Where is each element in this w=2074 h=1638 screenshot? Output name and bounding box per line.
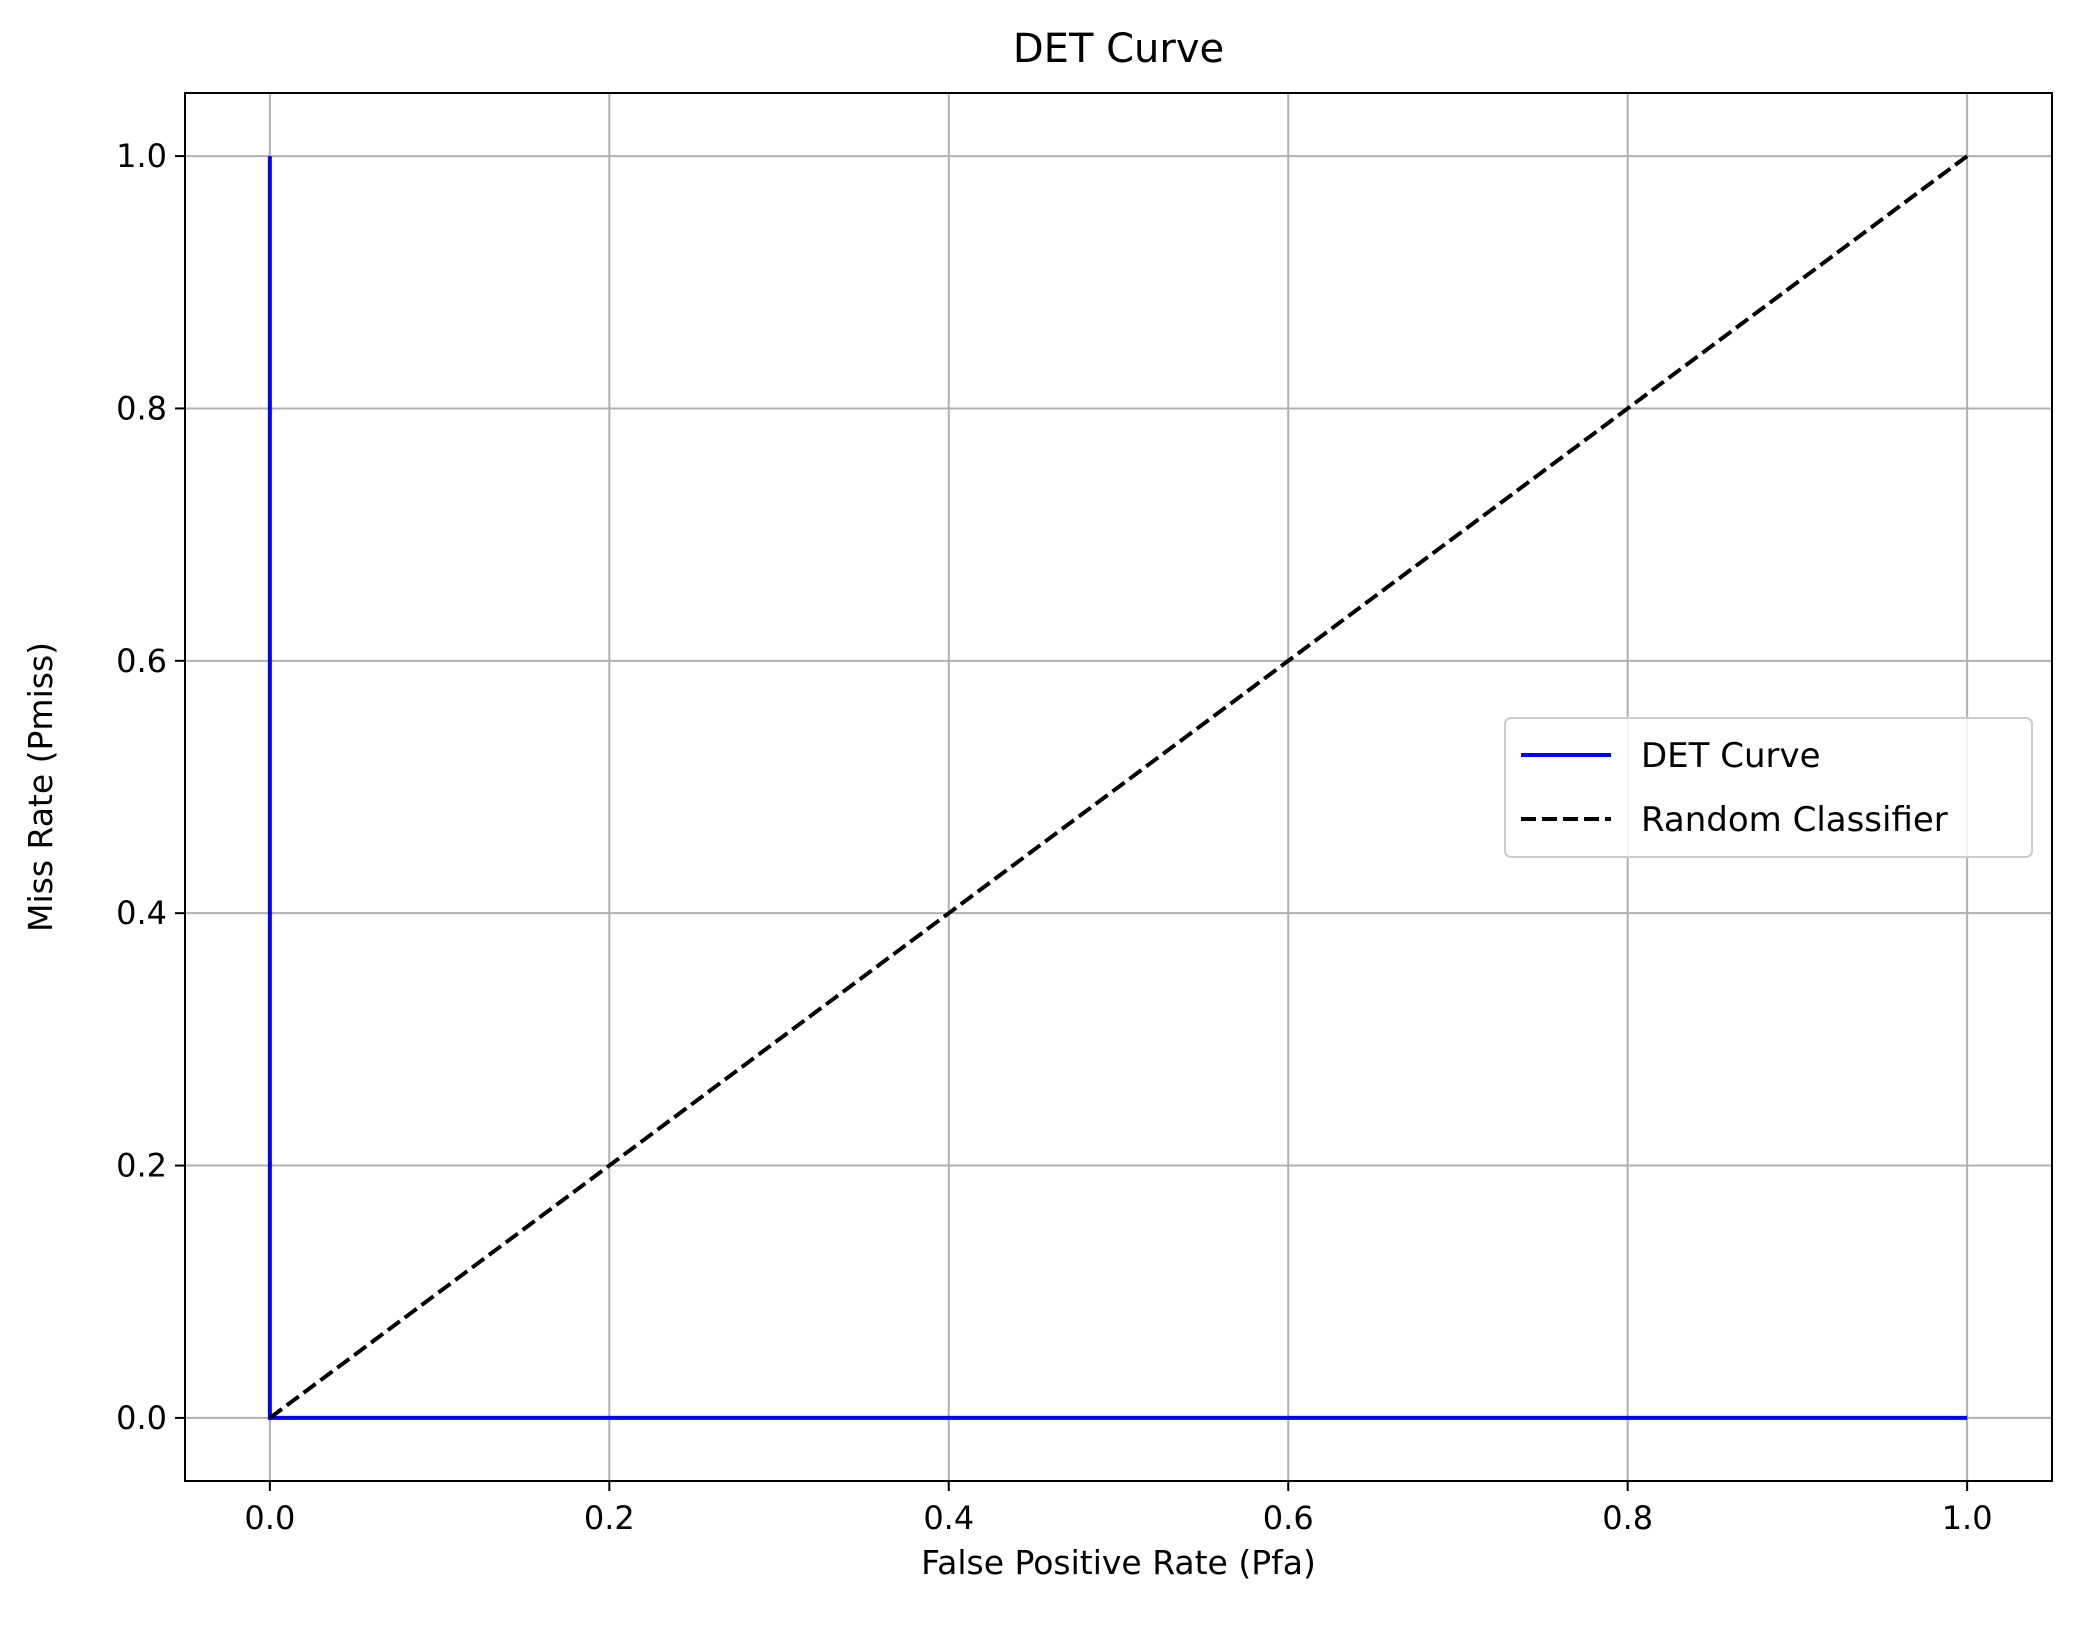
x-tick-label: 0.0 xyxy=(244,1499,295,1537)
y-tick-label: 0.0 xyxy=(116,1399,167,1437)
legend-box xyxy=(1504,717,2033,858)
x-axis-ticks: 0.0 0.2 0.4 0.6 0.8 1.0 xyxy=(244,1481,1993,1537)
series-layer xyxy=(267,154,1969,1420)
legend: DET Curve Random Classifier xyxy=(1504,717,2033,858)
y-tick-label: 0.8 xyxy=(116,389,167,427)
y-axis-ticks: 0.0 0.2 0.4 0.6 0.8 1.0 xyxy=(116,137,185,1437)
x-tick-label: 0.8 xyxy=(1602,1499,1653,1537)
y-tick-label: 0.6 xyxy=(116,642,167,680)
y-tick-label: 1.0 xyxy=(116,137,167,175)
plot-frame xyxy=(184,92,2053,1482)
y-tick-label: 0.4 xyxy=(116,894,167,932)
y-tick-label: 0.2 xyxy=(116,1147,167,1185)
y-axis-label: Miss Rate (Pmiss) xyxy=(21,642,60,932)
series-line-random-classifier xyxy=(268,154,1969,1420)
x-tick-label: 1.0 xyxy=(1942,1499,1993,1537)
legend-label: DET Curve xyxy=(1641,736,1821,776)
x-axis-label: False Positive Rate (Pfa) xyxy=(921,1543,1316,1582)
x-tick-label: 0.6 xyxy=(1263,1499,1314,1537)
x-tick-label: 0.4 xyxy=(923,1499,974,1537)
chart-title: DET Curve xyxy=(1013,26,1224,72)
legend-label: Random Classifier xyxy=(1641,800,1948,840)
x-tick-label: 0.2 xyxy=(584,1499,635,1537)
